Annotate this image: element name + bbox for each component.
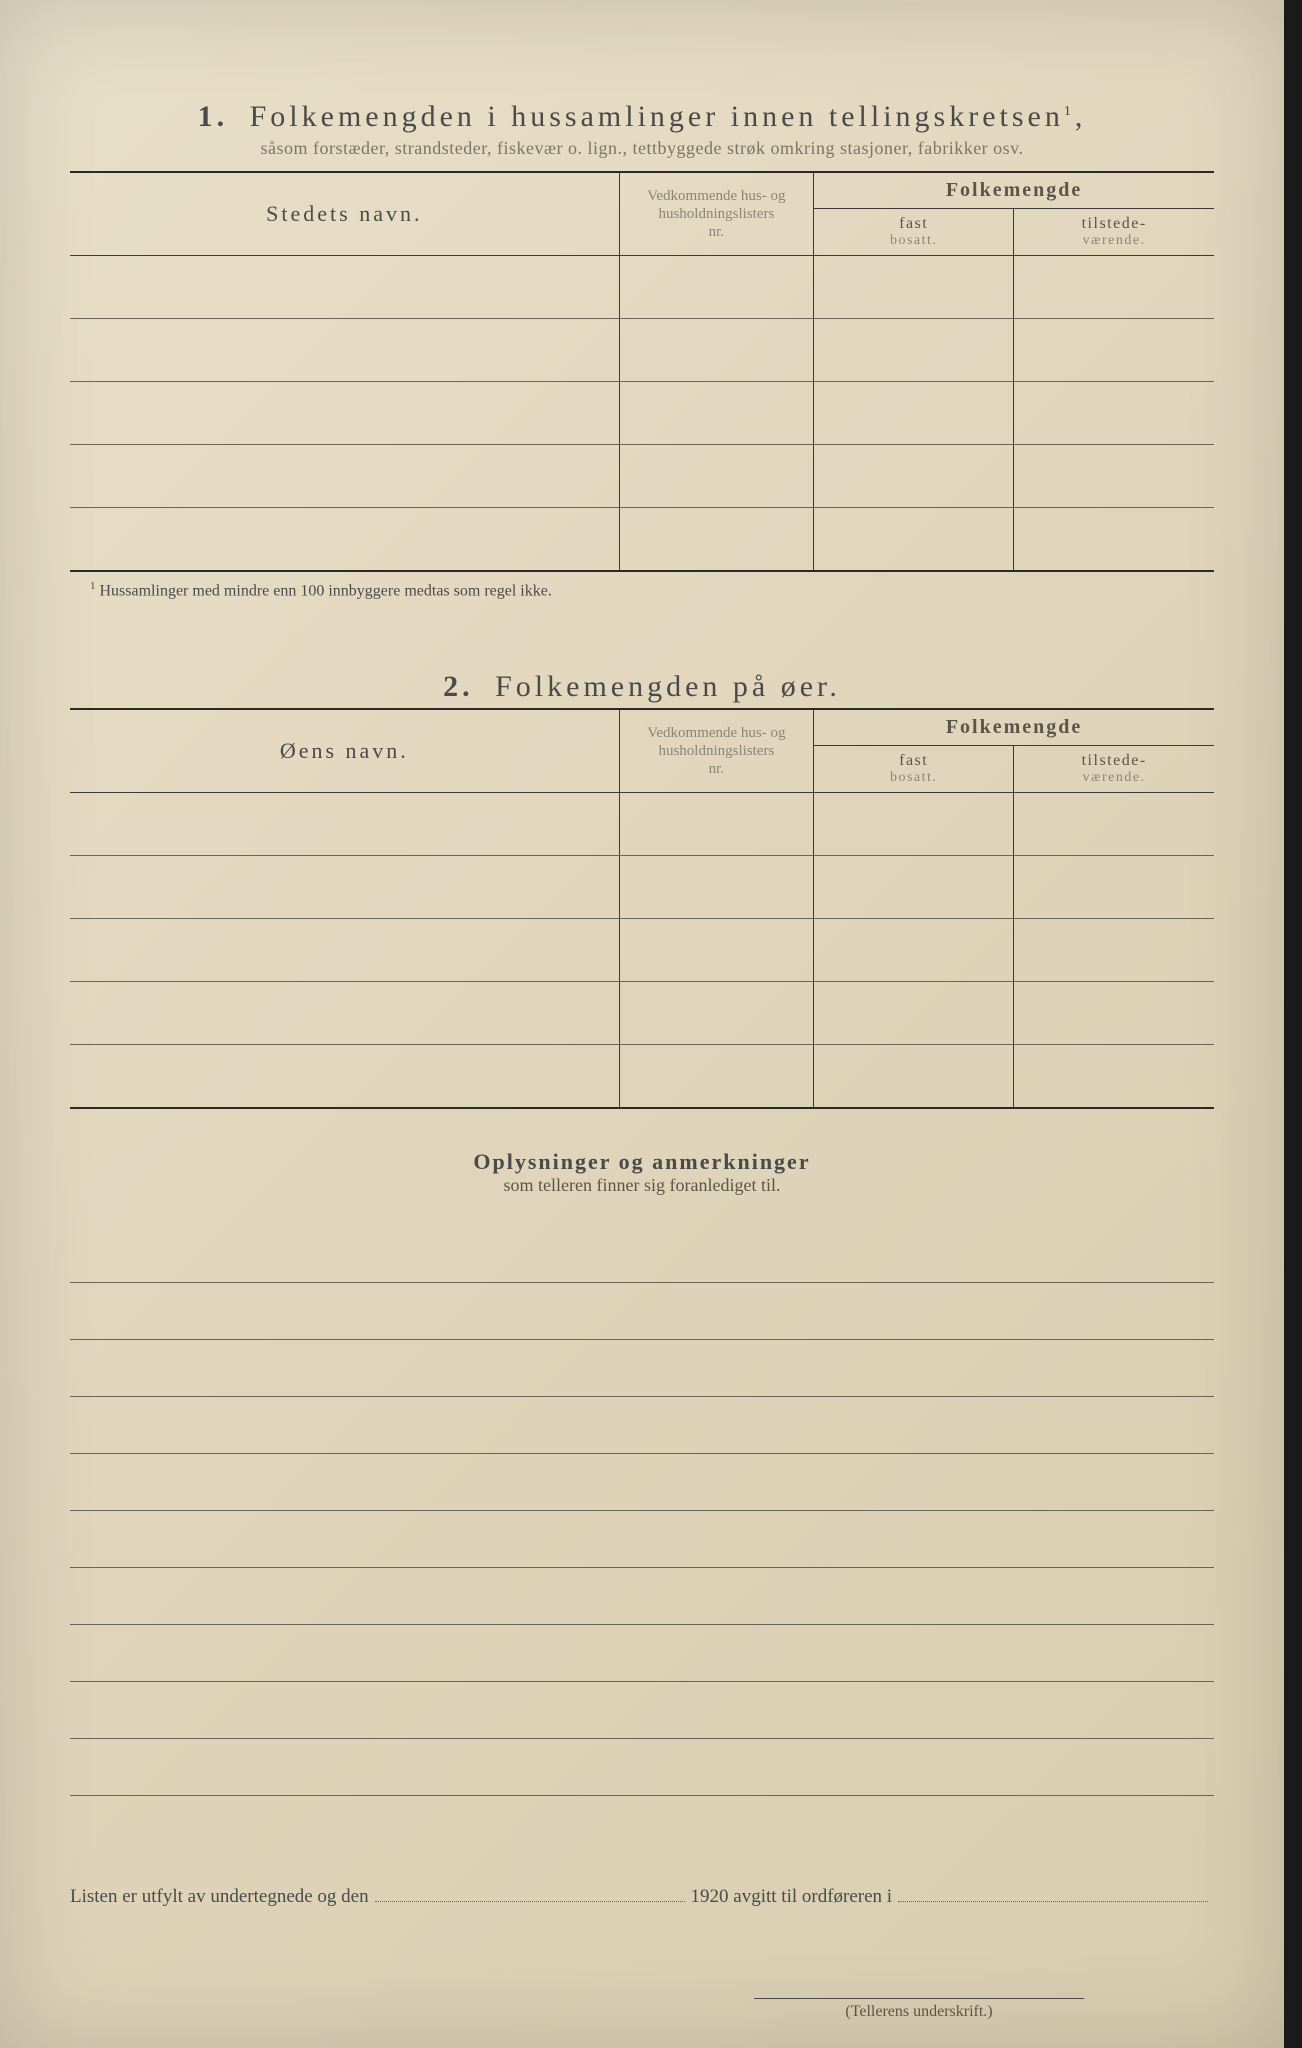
s2-hdr-fast: fast bosatt. bbox=[814, 746, 1014, 793]
writing-line[interactable] bbox=[70, 1682, 1214, 1739]
place-fill[interactable] bbox=[898, 1887, 1208, 1902]
table-row bbox=[70, 382, 1214, 445]
table-cell[interactable] bbox=[70, 508, 619, 572]
table-cell[interactable] bbox=[814, 508, 1014, 572]
s2-hdr-col1: Øens navn. bbox=[70, 709, 619, 793]
writing-line[interactable] bbox=[70, 1511, 1214, 1568]
table-cell[interactable] bbox=[619, 445, 813, 508]
date-fill[interactable] bbox=[375, 1887, 685, 1902]
section1-number: 1. bbox=[198, 100, 229, 133]
section1-sup: 1 bbox=[1064, 104, 1075, 119]
notes-lines bbox=[70, 1226, 1214, 1796]
census-form-page: 1. Folkemengden i hussamlinger innen tel… bbox=[0, 0, 1302, 2048]
table-cell[interactable] bbox=[814, 1045, 1014, 1109]
table-row bbox=[70, 919, 1214, 982]
table-cell[interactable] bbox=[1014, 856, 1214, 919]
writing-line[interactable] bbox=[70, 1340, 1214, 1397]
table-row bbox=[70, 508, 1214, 572]
table-row bbox=[70, 856, 1214, 919]
writing-line[interactable] bbox=[70, 1739, 1214, 1796]
table-cell[interactable] bbox=[1014, 1045, 1214, 1109]
writing-line[interactable] bbox=[70, 1568, 1214, 1625]
table-row bbox=[70, 793, 1214, 856]
s2-hdr-col2: Vedkommende hus- og husholdningslisters … bbox=[619, 709, 813, 793]
s1-hdr-col1: Stedets navn. bbox=[70, 172, 619, 256]
notes-subtitle: som telleren finner sig foranlediget til… bbox=[70, 1175, 1214, 1196]
table-cell[interactable] bbox=[70, 919, 619, 982]
signature-label: (Tellerens underskrift.) bbox=[754, 1998, 1084, 2021]
table-cell[interactable] bbox=[1014, 256, 1214, 319]
table-cell[interactable] bbox=[619, 382, 813, 445]
section1-title: 1. Folkemengden i hussamlinger innen tel… bbox=[70, 100, 1214, 134]
s1-hdr-fast: fast bosatt. bbox=[814, 209, 1014, 256]
table-cell[interactable] bbox=[70, 256, 619, 319]
table-cell[interactable] bbox=[70, 793, 619, 856]
table-cell[interactable] bbox=[814, 919, 1014, 982]
table-cell[interactable] bbox=[70, 856, 619, 919]
writing-line[interactable] bbox=[70, 1226, 1214, 1283]
table-cell[interactable] bbox=[814, 319, 1014, 382]
table-section1: Stedets navn. Vedkommende hus- og hushol… bbox=[70, 171, 1214, 572]
table-cell[interactable] bbox=[70, 319, 619, 382]
s2-body bbox=[70, 793, 1214, 1109]
table-cell[interactable] bbox=[70, 445, 619, 508]
table-cell[interactable] bbox=[619, 1045, 813, 1109]
table-cell[interactable] bbox=[70, 1045, 619, 1109]
writing-line[interactable] bbox=[70, 1283, 1214, 1340]
table-row bbox=[70, 256, 1214, 319]
table-cell[interactable] bbox=[814, 256, 1014, 319]
table-cell[interactable] bbox=[619, 982, 813, 1045]
table-row bbox=[70, 1045, 1214, 1109]
table-cell[interactable] bbox=[619, 256, 813, 319]
table-cell[interactable] bbox=[814, 445, 1014, 508]
table-cell[interactable] bbox=[1014, 793, 1214, 856]
table-cell[interactable] bbox=[1014, 508, 1214, 572]
table-cell[interactable] bbox=[1014, 982, 1214, 1045]
table-section2: Øens navn. Vedkommende hus- og husholdni… bbox=[70, 708, 1214, 1109]
table-row bbox=[70, 445, 1214, 508]
s2-hdr-tilstede: tilstede- værende. bbox=[1014, 746, 1214, 793]
table-cell[interactable] bbox=[619, 919, 813, 982]
bottom-statement: Listen er utfylt av undertegnede og den … bbox=[70, 1886, 1214, 1908]
table-cell[interactable] bbox=[619, 319, 813, 382]
table-cell[interactable] bbox=[619, 508, 813, 572]
writing-line[interactable] bbox=[70, 1397, 1214, 1454]
table-cell[interactable] bbox=[1014, 319, 1214, 382]
section1-footnote: 1 Hussamlinger med mindre enn 100 innbyg… bbox=[70, 580, 1214, 600]
table-cell[interactable] bbox=[814, 982, 1014, 1045]
table-cell[interactable] bbox=[70, 982, 619, 1045]
table-cell[interactable] bbox=[1014, 382, 1214, 445]
s2-hdr-col3: Folkemengde bbox=[814, 709, 1214, 746]
s1-body bbox=[70, 256, 1214, 572]
bottom-part2: 1920 avgitt til ordføreren i bbox=[691, 1886, 893, 1908]
section2-title-text: Folkemengden på øer. bbox=[495, 670, 841, 703]
section1-title-text: Folkemengden i hussamlinger innen tellin… bbox=[250, 100, 1064, 133]
table-row bbox=[70, 982, 1214, 1045]
table-cell[interactable] bbox=[1014, 919, 1214, 982]
section2-title: 2. Folkemengden på øer. bbox=[70, 670, 1214, 704]
bottom-part1: Listen er utfylt av undertegnede og den bbox=[70, 1886, 369, 1908]
table-cell[interactable] bbox=[619, 856, 813, 919]
signature-block: (Tellerens underskrift.) bbox=[70, 1998, 1214, 2021]
section1-subtitle: såsom forstæder, strandsteder, fiskevær … bbox=[70, 138, 1214, 159]
s1-hdr-col2: Vedkommende hus- og husholdningslisters … bbox=[619, 172, 813, 256]
table-row bbox=[70, 319, 1214, 382]
table-cell[interactable] bbox=[70, 382, 619, 445]
table-cell[interactable] bbox=[814, 382, 1014, 445]
writing-line[interactable] bbox=[70, 1454, 1214, 1511]
writing-line[interactable] bbox=[70, 1625, 1214, 1682]
table-cell[interactable] bbox=[814, 793, 1014, 856]
s1-hdr-col3: Folkemengde bbox=[814, 172, 1214, 209]
table-cell[interactable] bbox=[619, 793, 813, 856]
table-cell[interactable] bbox=[814, 856, 1014, 919]
section2-number: 2. bbox=[443, 670, 474, 703]
s1-hdr-tilstede: tilstede- værende. bbox=[1014, 209, 1214, 256]
table-cell[interactable] bbox=[1014, 445, 1214, 508]
notes-title: Oplysninger og anmerkninger bbox=[70, 1149, 1214, 1175]
